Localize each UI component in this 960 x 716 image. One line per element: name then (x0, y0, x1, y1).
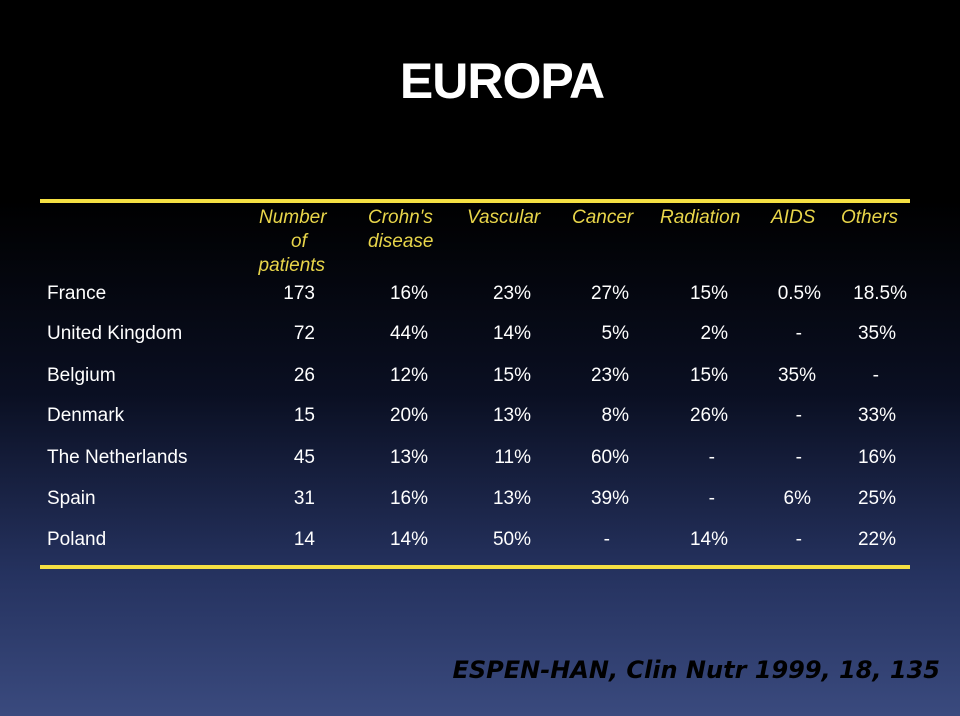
header-radiation: Radiation (660, 207, 741, 228)
header-others: Others (841, 207, 899, 228)
header-number-of-patients: Number of patients (259, 206, 327, 278)
row-others: 22% (857, 529, 896, 550)
row-crohns: 44% (389, 323, 428, 344)
header-vascular: Vascular (467, 207, 541, 228)
row-radiation: 14% (689, 529, 728, 550)
row-crohns: 12% (389, 365, 428, 386)
row-vascular: 23% (492, 283, 531, 304)
slide-title: EUROPA (399, 53, 605, 109)
row-radiation: 2% (700, 323, 728, 344)
row-others: 35% (857, 323, 896, 344)
row-crohns: 16% (389, 488, 428, 509)
row-vascular: 13% (492, 405, 531, 426)
row-patients: 72 (293, 323, 315, 344)
row-radiation: 26% (689, 405, 728, 426)
row-vascular: 13% (492, 488, 531, 509)
row-country: Denmark (47, 405, 125, 426)
row-patients: 31 (293, 488, 315, 509)
header-crohns-line2: disease (368, 231, 434, 252)
row-country: Spain (47, 488, 96, 509)
row-cancer: 39% (590, 488, 629, 509)
row-country: Poland (47, 529, 107, 550)
row-aids: 6% (783, 488, 811, 509)
header-cancer: Cancer (572, 207, 634, 228)
table-bottom-rule (40, 565, 910, 569)
header-aids: AIDS (771, 207, 816, 228)
row-country: United Kingdom (47, 323, 183, 344)
row-country: The Netherlands (47, 447, 188, 468)
row-cancer: - (603, 529, 610, 550)
row-country: Belgium (47, 365, 116, 386)
row-vascular: 14% (492, 323, 531, 344)
header-patients-line1: Number (259, 207, 327, 228)
row-cancer: 27% (590, 283, 629, 304)
row-aids: - (795, 529, 802, 550)
header-patients-line2: of (291, 231, 307, 252)
row-radiation: 15% (689, 365, 728, 386)
row-patients: 14 (293, 529, 315, 550)
row-crohns: 20% (389, 405, 428, 426)
row-radiation: - (708, 488, 715, 509)
row-crohns: 16% (389, 283, 428, 304)
row-crohns: 14% (389, 529, 428, 550)
citation: ESPEN-HAN, Clin Nutr 1999, 18, 135 (452, 656, 940, 684)
row-aids: - (795, 323, 802, 344)
row-others: 18.5% (853, 283, 907, 304)
header-crohns-disease: Crohn's disease (368, 206, 434, 254)
row-patients: 45 (293, 447, 315, 468)
row-others: 25% (857, 488, 896, 509)
row-others: 16% (857, 447, 896, 468)
row-aids: - (795, 447, 802, 468)
row-patients: 173 (283, 283, 315, 304)
row-cancer: 23% (590, 365, 629, 386)
header-crohns-line1: Crohn's (368, 207, 433, 228)
row-others: - (872, 365, 879, 386)
row-vascular: 15% (492, 365, 531, 386)
row-aids: - (795, 405, 802, 426)
row-patients: 15 (293, 405, 315, 426)
row-aids: 35% (777, 365, 816, 386)
row-patients: 26 (293, 365, 315, 386)
row-aids: 0.5% (777, 283, 821, 304)
row-vascular: 50% (492, 529, 531, 550)
row-vascular: 11% (494, 447, 531, 468)
row-cancer: 5% (601, 323, 629, 344)
row-radiation: - (708, 447, 715, 468)
row-cancer: 8% (601, 405, 629, 426)
row-crohns: 13% (389, 447, 428, 468)
row-cancer: 60% (590, 447, 629, 468)
row-radiation: 15% (689, 283, 728, 304)
header-patients-line3: patients (258, 255, 326, 276)
row-others: 33% (857, 405, 896, 426)
row-country: France (47, 283, 107, 304)
table-top-rule (40, 199, 910, 203)
